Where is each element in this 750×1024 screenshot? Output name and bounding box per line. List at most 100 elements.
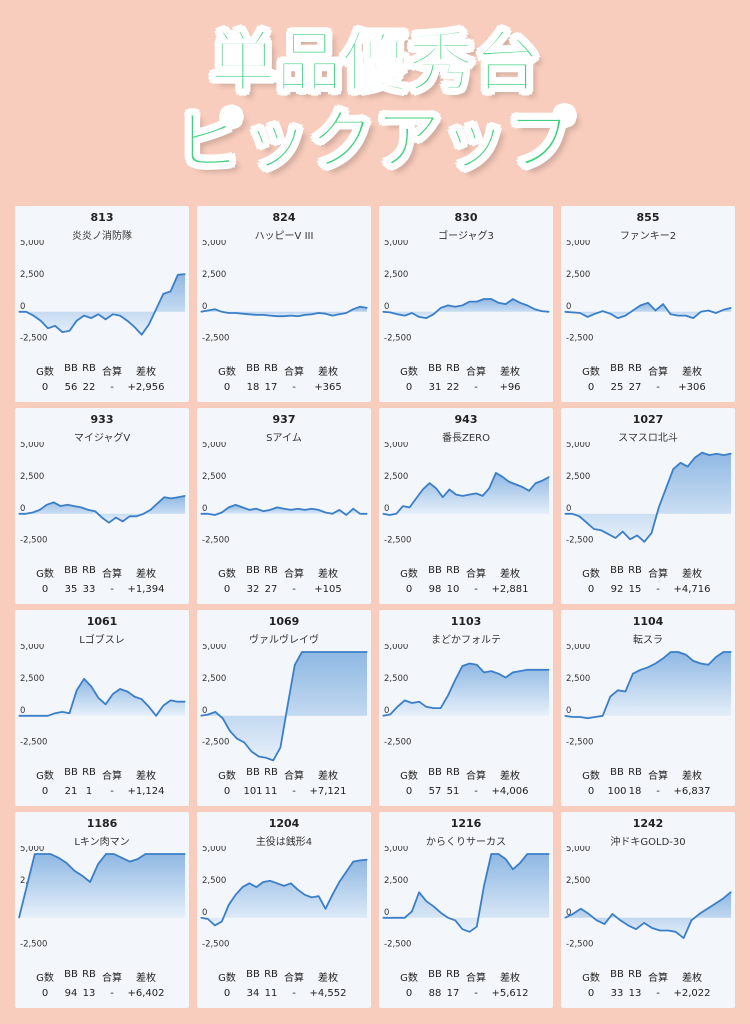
machine-number: 1204 — [268, 817, 300, 830]
stat-label: RB — [82, 363, 96, 374]
stat-label: G数 — [218, 569, 236, 580]
y-tick-label: -2,500 — [566, 536, 593, 546]
machine-number: 1103 — [450, 615, 482, 628]
data-point — [83, 678, 85, 680]
data-point — [687, 466, 689, 468]
data-point — [269, 315, 271, 317]
data-point — [447, 304, 449, 306]
data-point — [207, 309, 209, 312]
data-point — [366, 651, 368, 653]
stat-value-total: - — [656, 786, 660, 797]
diff-chart: 5,000 2,500 0 -2,500 — [382, 240, 550, 344]
data-point — [177, 701, 179, 703]
data-point — [580, 908, 582, 910]
data-point — [66, 504, 68, 506]
stat-label: G数 — [36, 569, 54, 580]
data-point — [425, 706, 427, 708]
data-point — [521, 486, 523, 488]
data-point — [488, 487, 490, 489]
data-point — [214, 924, 216, 926]
data-point — [534, 853, 536, 855]
data-point — [352, 508, 354, 510]
data-point — [366, 859, 368, 861]
data-point — [389, 514, 391, 516]
data-point — [34, 853, 36, 855]
stat-label: 差枚 — [318, 973, 338, 984]
diff-chart: 5,000 2,500 0 -2,500 — [200, 846, 368, 950]
stat-value-diff: +1,394 — [127, 584, 165, 595]
data-point — [228, 904, 230, 906]
y-tick-label: 0 — [20, 504, 25, 514]
stat-label: BB — [64, 767, 78, 778]
data-point — [665, 487, 667, 489]
data-point — [411, 702, 413, 704]
data-point — [396, 706, 398, 708]
diff-chart: 5,000 2,500 0 -2,500 — [564, 442, 732, 546]
data-point — [76, 689, 78, 691]
stat-value-rb: 13 — [628, 988, 642, 999]
stat-value-total: - — [110, 382, 114, 393]
data-point — [214, 514, 216, 516]
stat-value-g: 0 — [223, 382, 231, 393]
stat-label: G数 — [218, 973, 236, 984]
data-point — [40, 320, 42, 322]
data-point — [214, 711, 216, 713]
stat-value-g: 0 — [587, 382, 595, 393]
data-point — [113, 853, 115, 855]
y-tick-label: 2,500 — [566, 472, 590, 482]
stat-label: 差枚 — [318, 569, 338, 580]
data-point — [624, 315, 626, 317]
stat-value-rb: 17 — [264, 382, 278, 393]
stat-label: RB — [446, 969, 460, 980]
data-point — [490, 298, 492, 300]
data-point — [53, 501, 55, 503]
data-point — [68, 712, 71, 714]
data-point — [593, 528, 595, 530]
data-point — [700, 662, 702, 665]
stat-label: G数 — [36, 973, 54, 984]
data-point — [415, 497, 417, 499]
data-point — [324, 313, 327, 315]
stat-label: BB — [246, 969, 260, 980]
stat-label: RB — [628, 969, 642, 980]
diff-chart: 5,000 2,500 0 -2,500 — [564, 644, 732, 748]
y-tick-label: 0 — [384, 302, 389, 312]
diff-area — [19, 854, 185, 918]
y-tick-label: 5,000 — [202, 846, 226, 854]
data-point — [108, 522, 110, 524]
stat-value-bb: 31 — [428, 382, 442, 393]
stat-value-g: 0 — [41, 988, 49, 999]
y-tick-label: 5,000 — [20, 846, 44, 854]
stat-value-diff: +2,022 — [673, 988, 711, 999]
data-point — [462, 495, 464, 497]
data-point — [692, 660, 694, 662]
stat-value-rb: 27 — [264, 584, 278, 595]
data-point — [283, 508, 285, 510]
data-point — [276, 506, 278, 508]
data-point — [262, 510, 264, 512]
data-point — [607, 533, 609, 535]
data-point — [535, 482, 537, 484]
data-point — [497, 673, 500, 675]
stat-label: G数 — [36, 771, 54, 782]
stat-label: BB — [246, 363, 260, 374]
data-point — [541, 310, 543, 312]
data-point — [301, 651, 303, 653]
machine-card: 933 マイジャグV 5,000 2,500 0 -2,500 G数 BB RB 合算 差枚 0 35 3… — [15, 408, 189, 604]
machine-card: 1069 ヴァルヴレイヴ 5,000 2,500 0 -2,500 G数 BB RB 合算 差枚 0 1… — [197, 610, 371, 806]
data-point — [221, 921, 223, 923]
data-point — [475, 492, 477, 494]
data-point — [330, 651, 332, 653]
y-tick-label: 2,500 — [202, 472, 226, 482]
stat-value-diff: +365 — [314, 382, 342, 393]
data-point — [177, 274, 179, 276]
y-tick-label: -2,500 — [384, 334, 411, 344]
data-point — [184, 701, 186, 703]
machine-name: 転スラ — [633, 635, 663, 646]
data-point — [304, 314, 306, 316]
data-point — [221, 311, 223, 313]
data-point — [643, 922, 645, 924]
data-point — [707, 309, 709, 312]
data-point — [698, 913, 700, 915]
data-point — [311, 313, 313, 315]
